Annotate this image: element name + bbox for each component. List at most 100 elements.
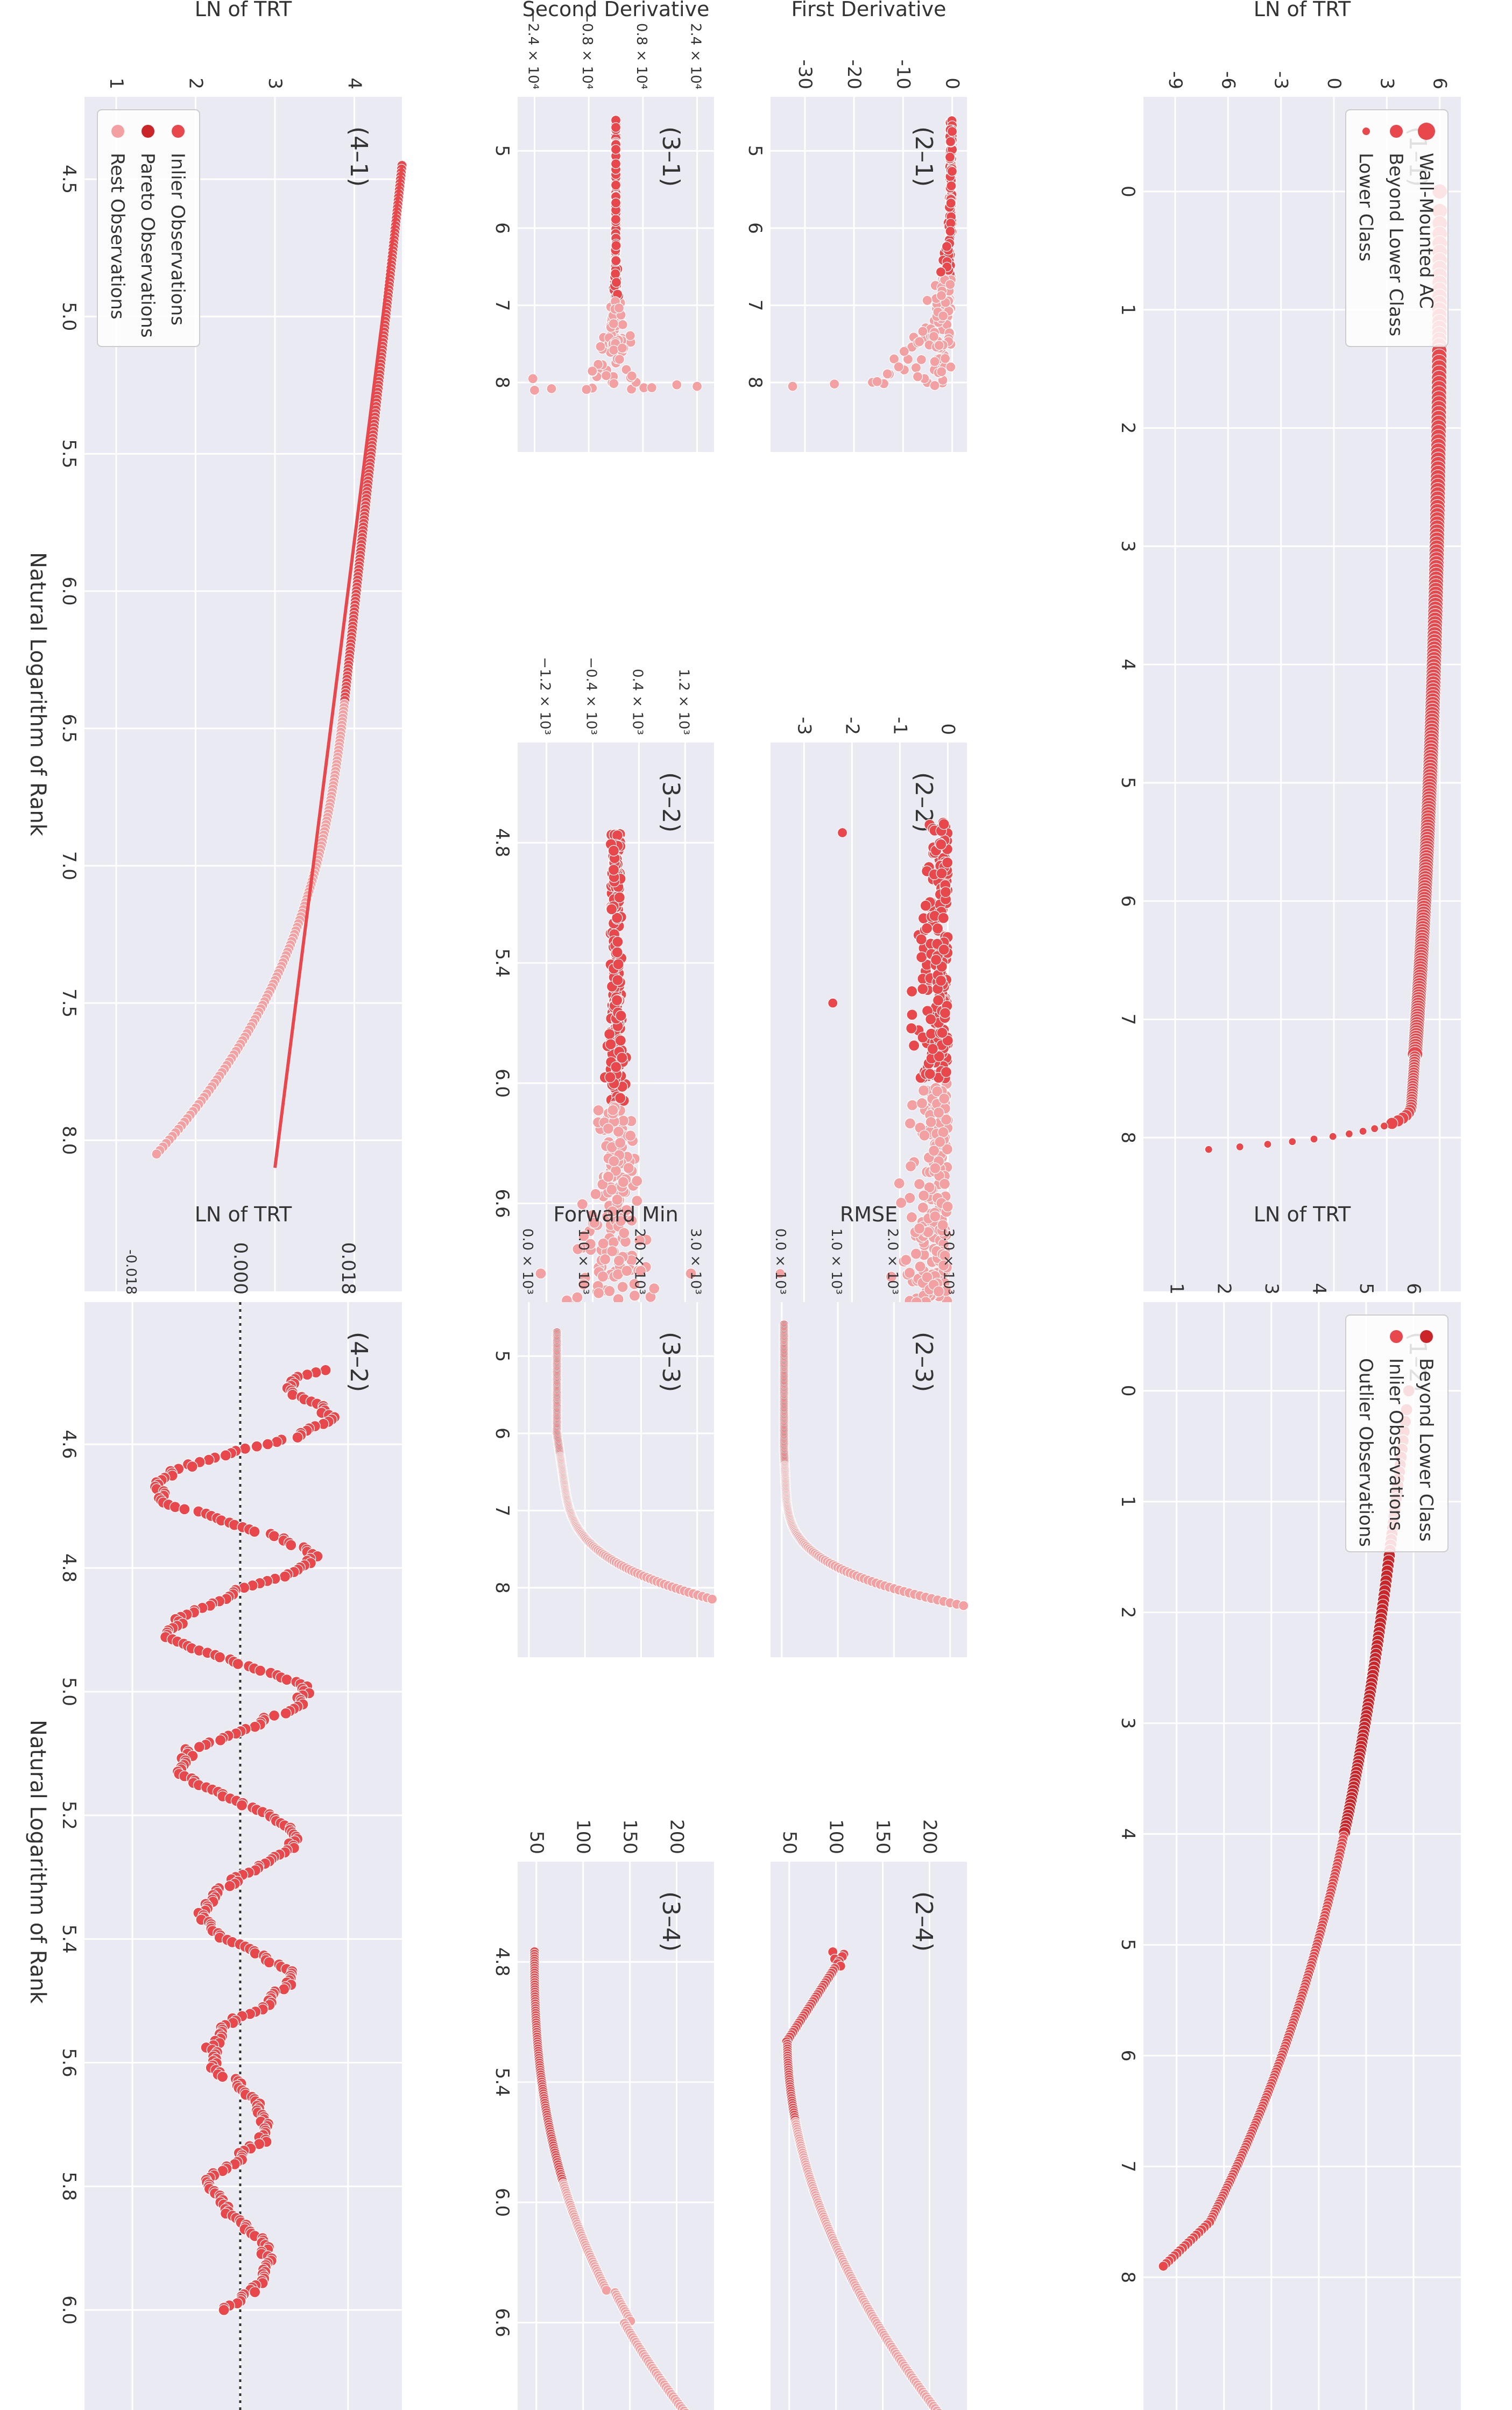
scatter-point (915, 934, 927, 945)
scatter-point (611, 255, 621, 266)
x-tick-label: 4.8 (491, 1947, 513, 1976)
y-tick-label: 6 (1403, 1283, 1424, 1295)
x-tick-label: 0 (1117, 186, 1139, 197)
x-tick-label: 2 (1117, 422, 1139, 434)
scatter-point (610, 268, 621, 279)
scatter-point (610, 158, 621, 169)
scatter-point (635, 1265, 647, 1277)
x-tick-label: 2 (1117, 1607, 1139, 1619)
panel-4-2: 4.6 4.8 5.0 5.2 5.4 5.6 5.8 6.0 -0.018 0.000 0.018… (25, 1203, 402, 2410)
x-tick-label: 6.0 (491, 1069, 513, 1098)
scatter-point (930, 954, 942, 966)
scatter-point (612, 936, 624, 948)
scatter-point (610, 197, 621, 208)
scatter-point (939, 886, 952, 898)
scatter-point (602, 1171, 614, 1183)
residual-point (236, 1799, 248, 1811)
x-tick-label: 5 (744, 145, 766, 157)
scatter-point (599, 1253, 611, 1265)
x-tick-label: 5 (1117, 777, 1139, 789)
scatter-point (604, 1071, 616, 1083)
legend-entry: Wall-Mounted AC (1415, 153, 1437, 309)
y-tick-label: 1 (1166, 1283, 1188, 1295)
scatter-point (921, 1271, 933, 1283)
x-tick-label: 5.4 (491, 949, 513, 978)
scatter-point (611, 1193, 623, 1206)
legend-marker (1418, 123, 1435, 140)
scatter-point (615, 1010, 627, 1022)
scatter-point (535, 1268, 547, 1280)
x-tick-label: 8 (744, 377, 766, 388)
scatter-point (942, 1200, 953, 1213)
scatter-point (945, 226, 956, 237)
panel-3-4: 4.8 5.4 6.0 6.6 50 100 150 200 (3–4) (491, 1819, 714, 2410)
scatter-point (590, 1188, 602, 1200)
y-axis-label: LN of TRT (195, 1203, 292, 1226)
x-tick-label: 0 (1117, 1385, 1139, 1397)
scatter-point (829, 379, 840, 390)
x-tick-label: 7 (491, 1505, 513, 1517)
y-tick-label: -10 (892, 59, 914, 89)
x-tick-label: 3 (1117, 1718, 1139, 1729)
scatter-point (938, 944, 950, 956)
scatter-point (613, 302, 625, 314)
curve-point (601, 2285, 612, 2296)
y-tick-label: 0.4 × 10³ (629, 669, 645, 735)
scatter-point (837, 827, 848, 838)
residual-point (214, 1651, 226, 1663)
curve-point (1204, 1145, 1213, 1154)
y-tick-label: -1 (889, 717, 910, 735)
scatter-point (529, 385, 540, 395)
y-tick-label: 2 (1213, 1283, 1235, 1295)
residual-point (292, 1431, 303, 1444)
scatter-point (610, 144, 621, 155)
panel-3-1: 5 6 7 8 −2.4 × 10⁴ −0.8 × 10⁴ 0.8 × 10⁴ 2.4 × 1… (491, 0, 714, 452)
panel-background (518, 1302, 714, 1657)
scatter-point (941, 1143, 953, 1155)
scatter-point (924, 1068, 936, 1080)
x-tick-label: 7.0 (58, 851, 80, 880)
x-tick-label: 7 (1117, 2161, 1139, 2173)
scatter-point (577, 1278, 590, 1290)
scatter-point (617, 319, 628, 330)
x-tick-label: 8 (1117, 2271, 1139, 2283)
scatter-point (938, 1178, 951, 1190)
residual-point (320, 1364, 331, 1376)
scatter-point (888, 354, 900, 364)
scatter-point (927, 1043, 938, 1055)
scatter-point (691, 381, 703, 392)
scatter-point (942, 1035, 953, 1047)
scatter-point (609, 378, 619, 389)
y-tick-label: 3 (1376, 77, 1397, 89)
scatter-point (605, 1038, 617, 1050)
scatter-point (936, 290, 947, 301)
x-tick-label: 5.5 (58, 439, 80, 468)
panel-2-4: 50 100 150 200 (2–4) (771, 1819, 967, 2410)
x-tick-label: 6 (491, 1427, 513, 1439)
residual-point (301, 1369, 313, 1381)
residual-point (281, 1674, 293, 1686)
scatter-point (613, 1255, 625, 1267)
legend-entry: Lower Class (1355, 153, 1376, 262)
scatter-point (618, 1227, 630, 1239)
scatter-point (934, 340, 944, 351)
y-tick-label: 3.0 × 10³ (688, 1228, 704, 1295)
scatter-point (611, 994, 623, 1006)
y-tick-label: 4 (1308, 1283, 1330, 1295)
y-tick-label: 3.0 × 10³ (941, 1228, 957, 1295)
scatter-point (628, 1278, 640, 1290)
scatter-point (938, 1093, 950, 1105)
scatter-point (914, 336, 925, 347)
curve-point (1310, 1135, 1318, 1143)
curve-point (1359, 1127, 1367, 1136)
panel-3-3: 5 6 7 8 0.0 × 10³ 1.0 × 10³ 2.0 × 10³ 3.0 × 10³… (491, 1203, 717, 1657)
scatter-point (933, 1050, 945, 1062)
scatter-point (672, 379, 682, 390)
residual-point (232, 1658, 244, 1670)
x-tick-label: 1 (1117, 1496, 1139, 1508)
scatter-point (610, 122, 621, 133)
scatter-point (940, 1114, 952, 1126)
scatter-point (935, 975, 947, 987)
